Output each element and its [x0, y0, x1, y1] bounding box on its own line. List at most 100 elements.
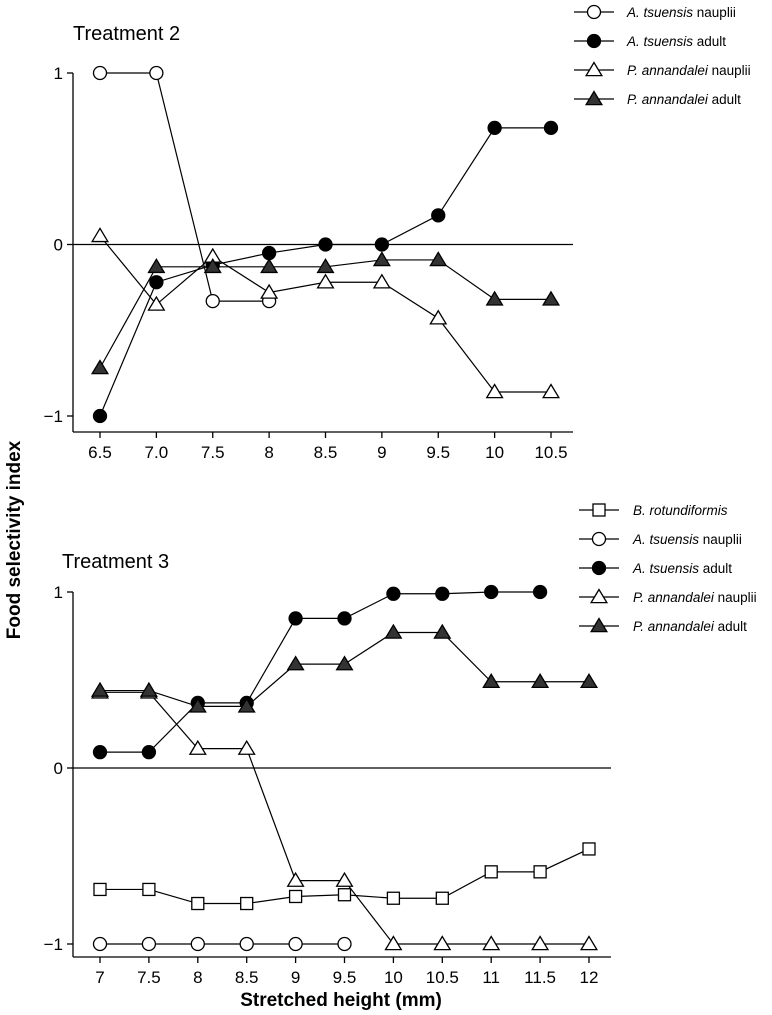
data-point — [541, 383, 561, 399]
legend-marker — [589, 617, 609, 633]
y-tick-label: 1 — [54, 583, 63, 602]
data-point — [316, 258, 335, 274]
data-point — [384, 623, 403, 639]
legend-label: A. tsuensis nauplii — [626, 5, 736, 20]
x-tick-label: 10 — [485, 443, 504, 462]
x-tick-label: 10 — [384, 968, 403, 987]
data-point — [147, 295, 166, 311]
x-tick-label: 9.5 — [333, 968, 357, 987]
x-tick-label: 10.5 — [534, 443, 567, 462]
panel-title: Treatment 2 — [73, 23, 180, 45]
data-point — [429, 309, 448, 325]
legend-marker — [584, 90, 604, 106]
series-4 — [90, 623, 599, 713]
data-point — [386, 586, 401, 601]
data-point — [288, 889, 303, 904]
data-point — [92, 745, 108, 760]
data-point — [90, 227, 110, 243]
x-tick-label: 9 — [377, 443, 386, 462]
y-tick-label: −1 — [44, 407, 63, 426]
x-tick-label: 7.0 — [145, 443, 169, 462]
x-tick-label: 8 — [193, 968, 202, 987]
legend-entry: A. tsuensis adult — [579, 560, 732, 576]
data-point — [485, 383, 504, 399]
data-point — [260, 283, 279, 299]
data-point — [288, 936, 303, 952]
data-point — [260, 258, 279, 274]
legend-entry: A. tsuensis nauplii — [579, 531, 742, 547]
x-axis-title: Stretched height (mm) — [240, 990, 442, 1011]
data-point — [93, 882, 107, 897]
data-point — [435, 891, 449, 905]
series-3 — [90, 251, 561, 375]
data-point — [435, 586, 450, 601]
data-point — [533, 865, 547, 879]
series-0 — [93, 842, 596, 911]
data-point — [541, 290, 561, 306]
data-point — [147, 258, 166, 274]
data-point — [261, 245, 277, 261]
legend-marker — [586, 33, 602, 49]
series-2 — [92, 584, 548, 760]
data-point — [237, 697, 256, 713]
legend-label: P. annandalei adult — [633, 619, 747, 634]
data-point — [188, 739, 207, 755]
series-1 — [92, 120, 559, 424]
data-point — [92, 936, 108, 952]
data-point — [149, 275, 164, 290]
data-point — [286, 655, 305, 671]
legend-marker — [591, 531, 607, 547]
data-point — [484, 865, 498, 879]
data-point — [579, 672, 599, 689]
y-tick-label: 1 — [54, 64, 63, 83]
panel-treatment-2: Treatment 210−16.5 7.0 7.5 8 8.5 9 9.5 10 10.5A.… — [44, 4, 751, 462]
x-tick-label: 8 — [264, 443, 273, 462]
data-point — [484, 584, 499, 600]
x-tick-label: 8.5 — [314, 443, 338, 462]
data-point — [482, 935, 501, 951]
data-point — [318, 237, 333, 252]
data-point — [482, 672, 501, 689]
series-line — [100, 691, 589, 945]
legend-entry: P. annandalei adult — [574, 90, 741, 107]
x-tick-label: 7.5 — [201, 443, 225, 462]
x-tick-label: 12 — [580, 968, 599, 987]
data-point — [532, 584, 548, 600]
panel-title: Treatment 3 — [62, 551, 169, 573]
data-point — [374, 237, 390, 252]
data-point — [288, 611, 303, 626]
data-point — [141, 745, 157, 760]
legend-entry: P. annandalei adult — [579, 617, 747, 634]
data-point — [582, 842, 596, 856]
data-point — [335, 655, 354, 671]
data-point — [531, 935, 550, 951]
series-1 — [92, 936, 352, 952]
data-point — [531, 672, 550, 689]
legend-marker — [589, 588, 609, 604]
legend-label: A. tsuensis nauplii — [632, 532, 742, 547]
legend-label: A. tsuensis adult — [632, 561, 732, 576]
data-point — [337, 888, 352, 902]
y-tick-label: 0 — [54, 759, 63, 778]
x-tick-label: 6.5 — [88, 443, 112, 462]
legend-entry: P. annandalei nauplii — [579, 588, 757, 605]
x-tick-label: 11 — [482, 968, 500, 987]
data-point — [188, 697, 207, 713]
legend-marker — [592, 503, 606, 517]
x-tick-label: 11.5 — [524, 968, 556, 987]
data-point — [92, 65, 108, 81]
legend-label: P. annandalei nauplii — [627, 63, 751, 78]
legend-entry: A. tsuensis nauplii — [574, 4, 736, 20]
data-point — [485, 290, 504, 306]
data-point — [237, 739, 256, 755]
data-point — [240, 896, 254, 911]
x-tick-label: 8.5 — [235, 968, 259, 987]
y-tick-label: 0 — [54, 236, 63, 255]
legend-marker — [584, 61, 604, 77]
legend-label: P. annandalei adult — [627, 92, 741, 107]
data-point — [429, 251, 448, 267]
legend-marker — [586, 4, 602, 20]
legend-marker — [591, 560, 607, 576]
data-point — [141, 936, 157, 952]
series-line — [100, 72, 270, 302]
